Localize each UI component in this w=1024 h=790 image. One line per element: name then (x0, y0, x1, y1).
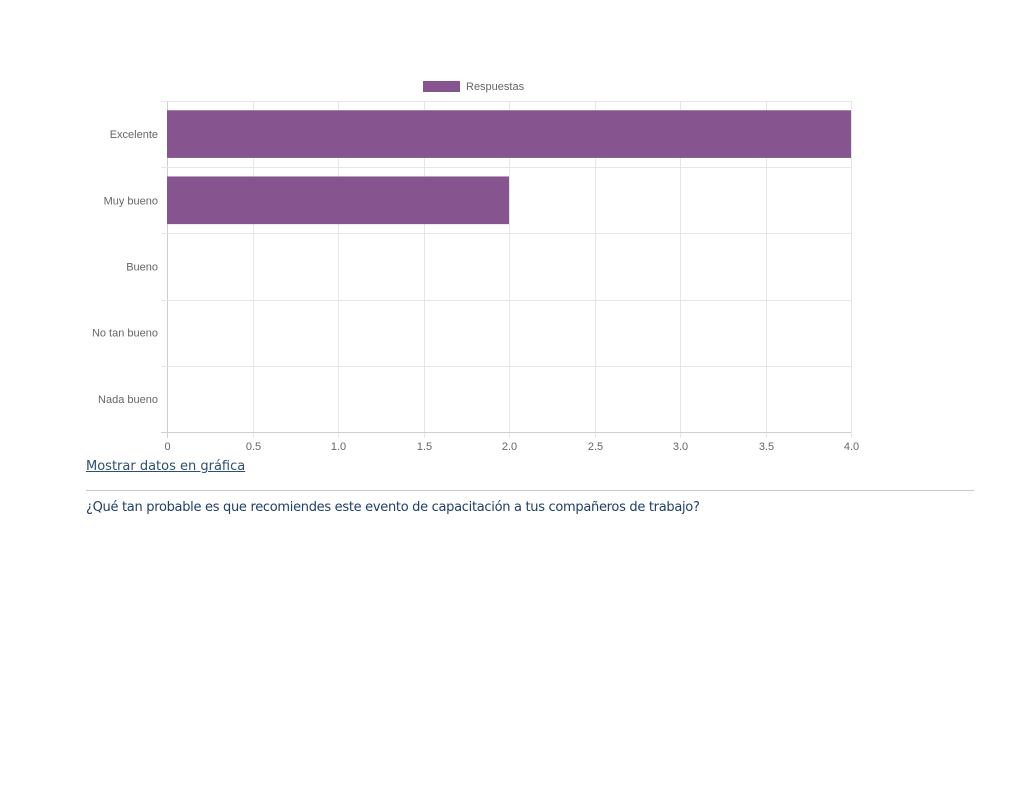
x-tick-label: 3.0 (673, 441, 688, 453)
y-category-label: Excelente (110, 129, 158, 141)
chart-bars (167, 110, 851, 225)
y-axis-labels: Excelente Muy bueno Bueno No tan bueno Nada … (92, 129, 158, 406)
bar-muy-bueno[interactable] (167, 176, 509, 225)
x-tick-label: 4.0 (844, 441, 859, 453)
y-category-label: Nada bueno (98, 394, 158, 406)
show-data-link[interactable]: Mostrar datos en gráfica (86, 459, 246, 474)
y-category-label: Bueno (126, 262, 158, 274)
x-tick-label: 0 (164, 441, 170, 453)
x-tick-label: 2.5 (588, 441, 603, 453)
x-tick-label: 1.5 (417, 441, 432, 453)
x-tick-label: 2.0 (502, 441, 517, 453)
x-axis-labels: 0 0.5 1.0 1.5 2.0 2.5 3.0 3.5 4.0 (164, 441, 859, 453)
legend-label: Respuestas (466, 81, 525, 93)
bar-excelente[interactable] (167, 110, 851, 158)
bar-chart: Respuestas Excelente Muy bueno Bueno No tan… (92, 81, 859, 453)
x-tick-label: 0.5 (246, 441, 261, 453)
section-divider (86, 490, 974, 491)
y-category-label: No tan bueno (92, 328, 158, 340)
legend-swatch (423, 81, 460, 92)
y-category-label: Muy bueno (104, 195, 158, 207)
chart-legend[interactable]: Respuestas (423, 81, 525, 93)
x-tick-label: 1.0 (331, 441, 346, 453)
question-title: ¿Qué tan probable es que recomiendes est… (86, 500, 700, 515)
x-tick-label: 3.5 (759, 441, 774, 453)
